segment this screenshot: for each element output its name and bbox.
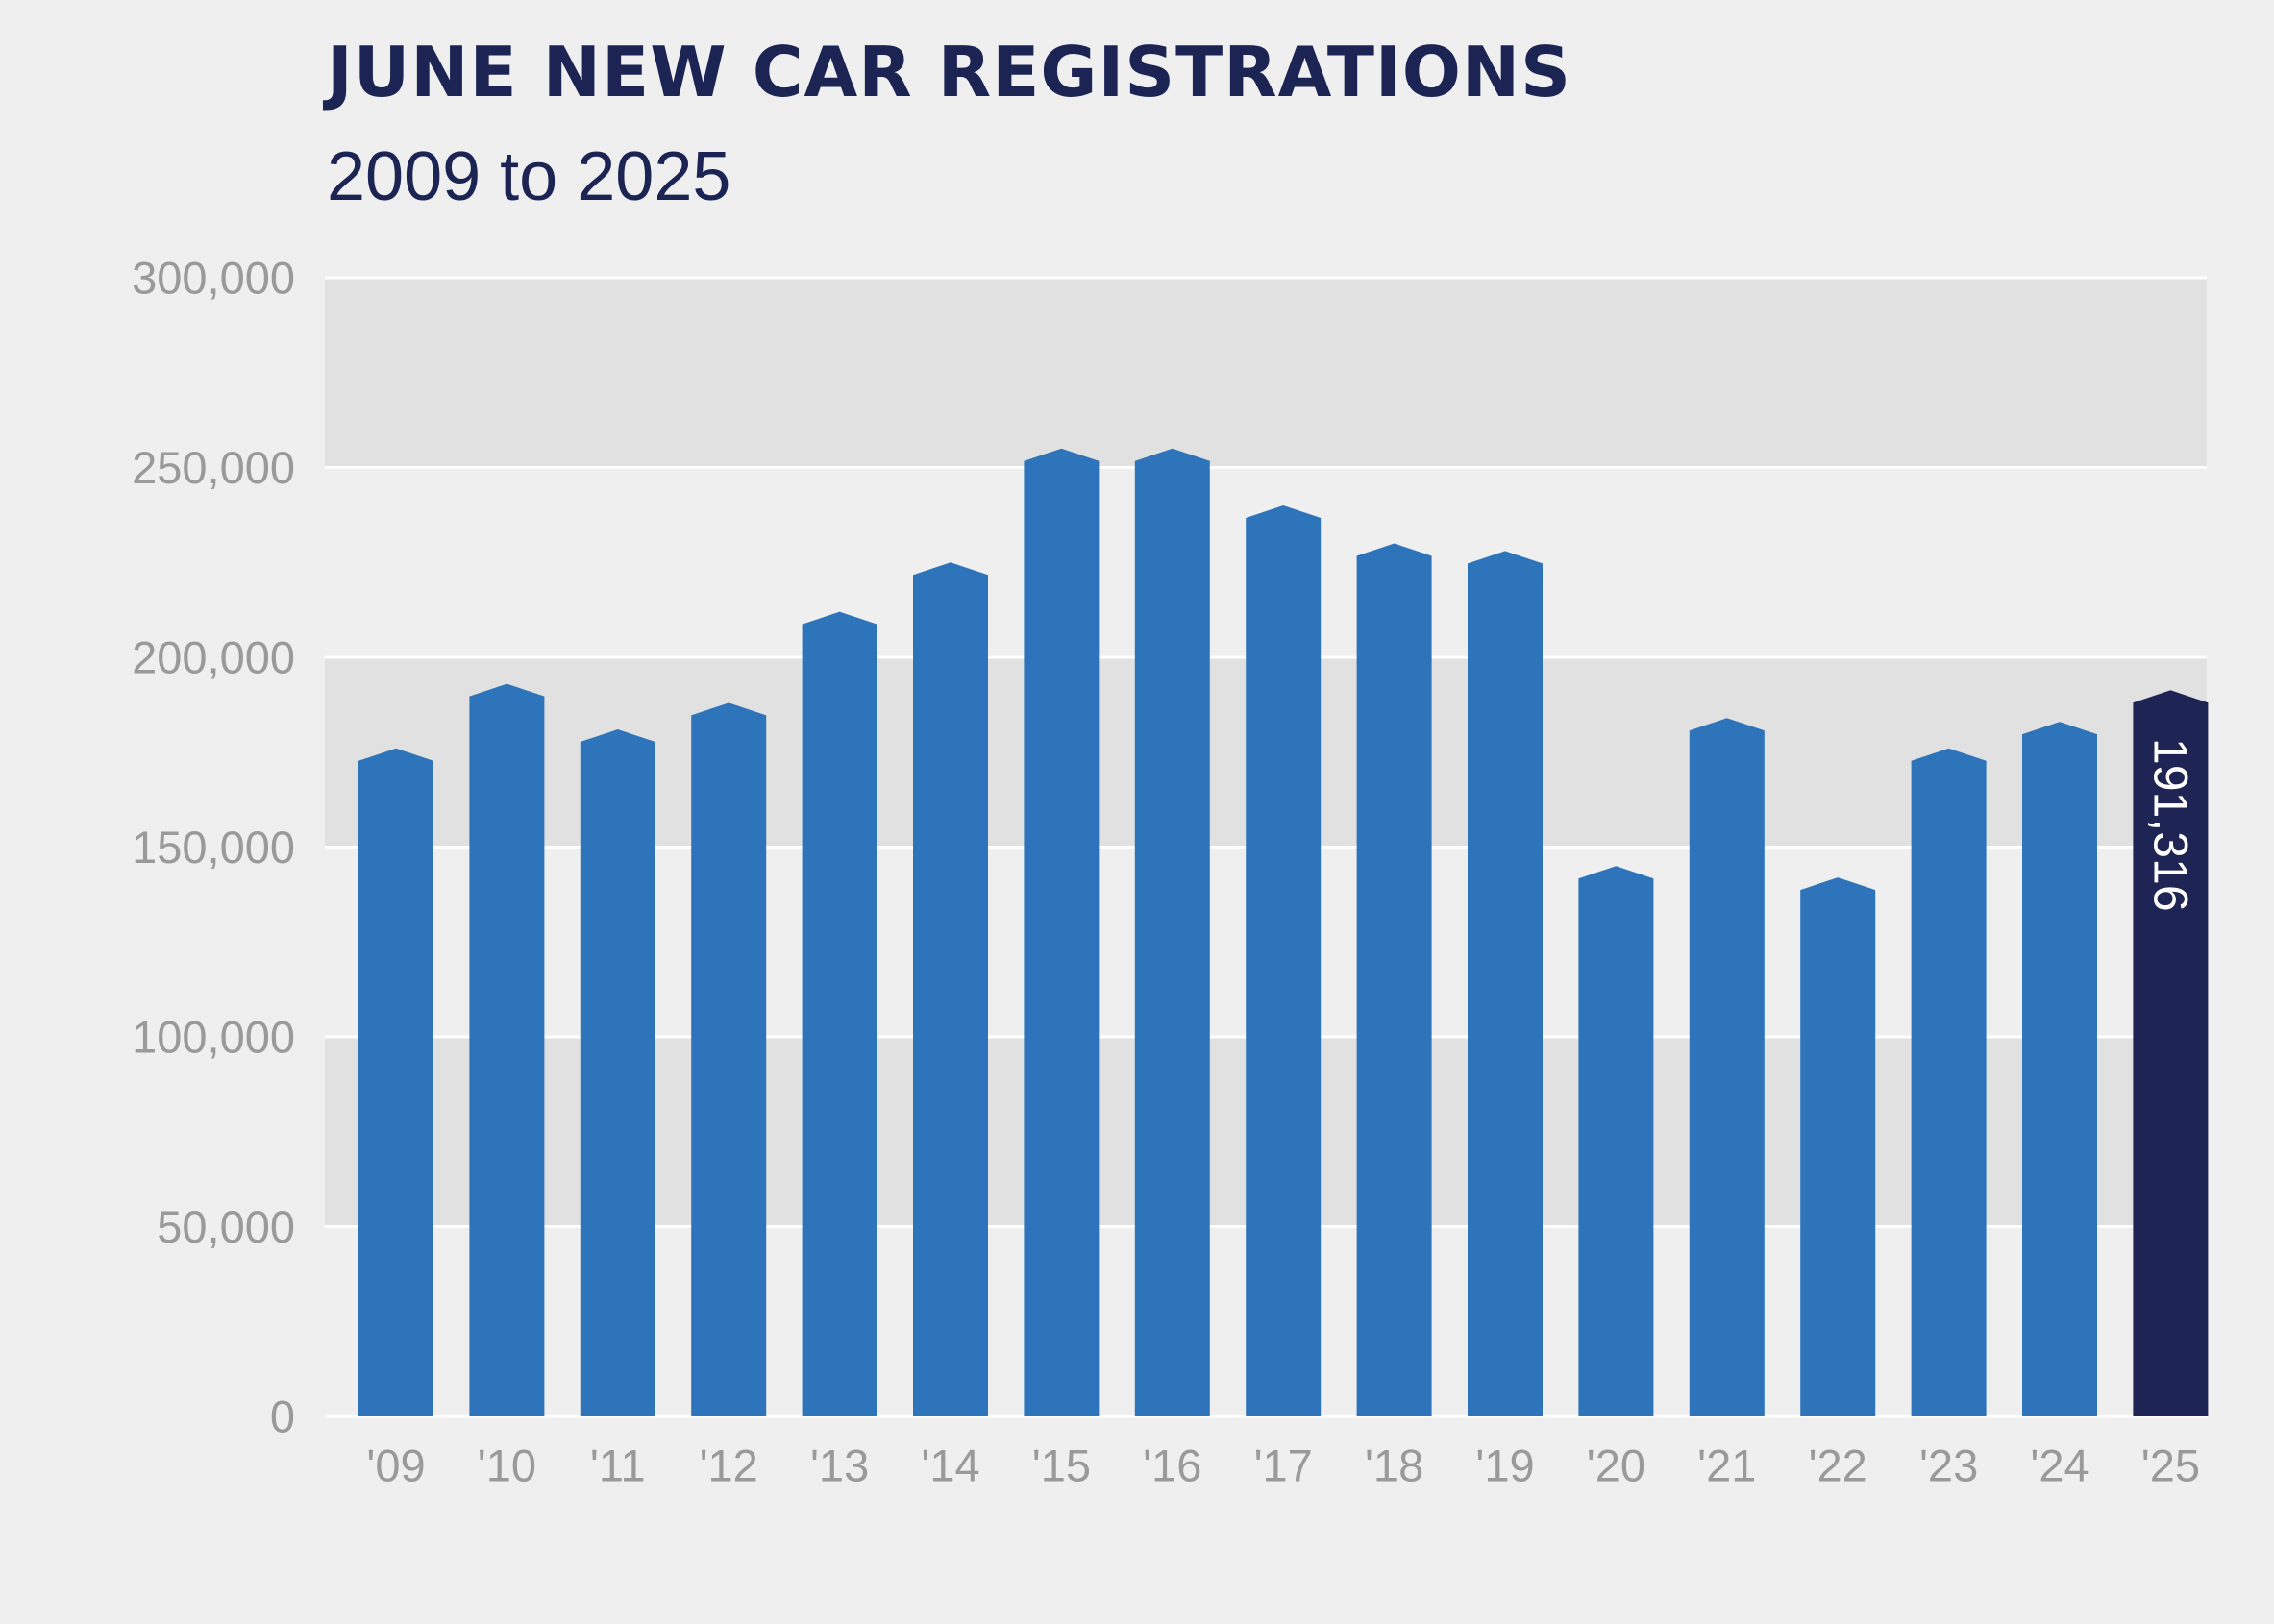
x-tick-label: '11 — [590, 1440, 646, 1491]
bars — [358, 448, 2209, 1416]
bar — [1134, 448, 1210, 1416]
x-tick-label: '19 — [1475, 1440, 1534, 1491]
x-tick-label: '14 — [921, 1440, 979, 1491]
bar — [580, 729, 655, 1416]
bar — [1578, 866, 1654, 1416]
y-tick-label: 250,000 — [132, 442, 295, 493]
bar — [1356, 543, 1432, 1416]
chart-title: JUNE NEW CAR REGISTRATIONS — [322, 32, 1571, 112]
bar — [1246, 505, 1322, 1416]
x-tick-label: '10 — [478, 1440, 536, 1491]
y-tick-label: 300,000 — [132, 253, 295, 304]
x-tick-label: '20 — [1587, 1440, 1645, 1491]
bar — [469, 683, 545, 1416]
bar — [802, 611, 877, 1416]
y-tick-label: 150,000 — [132, 822, 295, 873]
y-tick-label: 50,000 — [157, 1201, 295, 1252]
x-tick-label: '13 — [810, 1440, 869, 1491]
y-tick-label: 0 — [270, 1391, 295, 1442]
bar — [2133, 690, 2209, 1416]
x-tick-label: '16 — [1143, 1440, 1201, 1491]
x-tick-label: '09 — [366, 1440, 425, 1491]
bar — [2022, 722, 2097, 1416]
x-tick-label: '15 — [1032, 1440, 1091, 1491]
bar — [691, 702, 767, 1416]
x-axis-ticks: '09 '10 '11 '12 '13 '14 '15 '16 '17 '18 '19 '20 '21 '… — [366, 1440, 2200, 1491]
y-tick-label: 200,000 — [132, 632, 295, 683]
bar — [358, 748, 433, 1416]
y-axis-ticks: 0 50,000 100,000 150,000 200,000 250,000 300,0… — [132, 253, 295, 1442]
y-tick-label: 100,000 — [132, 1012, 295, 1063]
x-tick-label: '24 — [2030, 1440, 2089, 1491]
x-tick-label: '25 — [2141, 1440, 2200, 1491]
highlight-bar-label: 191,316 — [2143, 738, 2197, 912]
x-tick-label: '12 — [700, 1440, 758, 1491]
x-tick-label: '21 — [1697, 1440, 1756, 1491]
bar — [1911, 748, 1987, 1416]
bar — [1468, 551, 1543, 1416]
bar — [1800, 877, 1876, 1416]
x-tick-label: '17 — [1254, 1440, 1313, 1491]
x-tick-label: '22 — [1809, 1440, 1867, 1491]
bar — [1024, 448, 1100, 1416]
x-tick-label: '18 — [1365, 1440, 1423, 1491]
bar — [913, 562, 988, 1416]
x-tick-label: '23 — [1919, 1440, 1978, 1491]
bar — [1689, 718, 1765, 1416]
background-band — [325, 278, 2207, 468]
chart-subtitle: 2009 to 2025 — [327, 138, 730, 215]
